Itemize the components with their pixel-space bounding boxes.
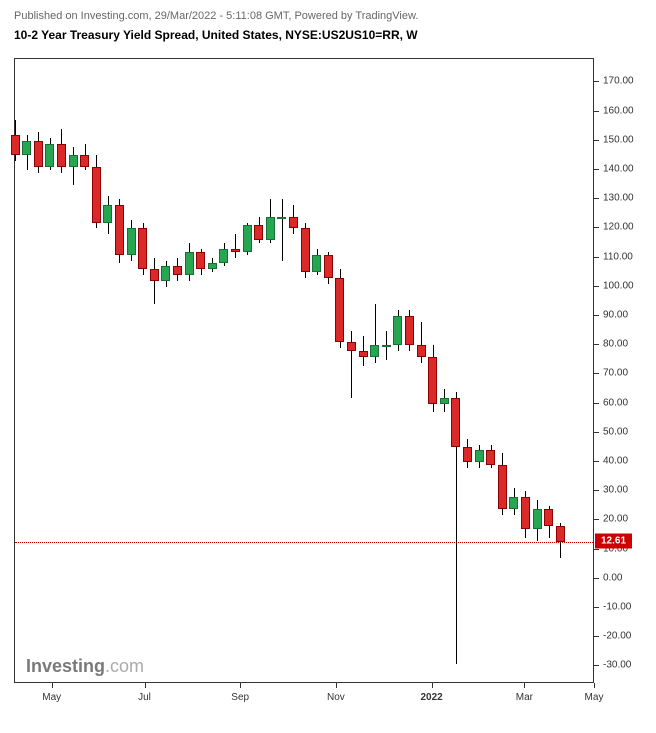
x-axis-label: 2022 xyxy=(420,692,442,703)
candle-body xyxy=(103,205,112,223)
y-axis-label: 170.00 xyxy=(603,76,634,87)
candle-body xyxy=(428,357,437,404)
y-axis-label: 80.00 xyxy=(603,339,628,350)
candle-body xyxy=(370,345,379,357)
candle-body xyxy=(324,255,333,278)
candle-body xyxy=(382,345,391,347)
candle-body xyxy=(556,526,565,542)
candle-body xyxy=(498,465,507,509)
x-axis-label: May xyxy=(585,692,604,703)
x-axis-label: Mar xyxy=(516,692,533,703)
candle-body xyxy=(301,228,310,272)
y-axis: -30.00-20.00-10.000.0010.0020.0030.0040.… xyxy=(595,58,645,683)
candle-body xyxy=(231,249,240,252)
watermark-logo: Investing.com xyxy=(26,656,144,677)
y-axis-label: 70.00 xyxy=(603,368,628,379)
candle-body xyxy=(57,144,66,167)
candle-wick xyxy=(235,234,236,257)
current-price-line xyxy=(15,542,593,543)
candle-body xyxy=(173,266,182,275)
candle-body xyxy=(486,450,495,465)
candle-body xyxy=(243,225,252,251)
candle-body xyxy=(196,252,205,270)
x-axis-label: Nov xyxy=(327,692,345,703)
y-axis-label: 110.00 xyxy=(603,251,633,262)
y-axis-label: -30.00 xyxy=(603,660,631,671)
candle-wick xyxy=(154,258,155,305)
candle-body xyxy=(359,351,368,357)
y-axis-label: 160.00 xyxy=(603,105,634,116)
candle-body xyxy=(533,509,542,529)
candle-body xyxy=(335,278,344,342)
candle-body xyxy=(115,205,124,255)
candle-body xyxy=(161,266,170,281)
candle-body xyxy=(393,316,402,345)
candle-body xyxy=(219,249,228,264)
candle-body xyxy=(475,450,484,462)
y-axis-label: 90.00 xyxy=(603,310,628,321)
y-axis-label: 30.00 xyxy=(603,485,628,496)
candle-body xyxy=(417,345,426,357)
candle-body xyxy=(405,316,414,345)
y-axis-label: -20.00 xyxy=(603,631,631,642)
publish-header: Published on Investing.com, 29/Mar/2022 … xyxy=(0,0,656,26)
candle-body xyxy=(521,497,530,529)
candlestick-chart[interactable] xyxy=(14,58,594,683)
candle-body xyxy=(347,342,356,351)
candle-body xyxy=(544,509,553,527)
y-axis-label: 50.00 xyxy=(603,426,628,437)
x-axis-label: Sep xyxy=(231,692,249,703)
y-axis-label: 150.00 xyxy=(603,134,634,145)
candle-body xyxy=(11,135,20,155)
y-axis-label: 130.00 xyxy=(603,193,634,204)
candle-body xyxy=(22,141,31,156)
x-axis-label: May xyxy=(42,692,61,703)
y-axis-label: 140.00 xyxy=(603,163,634,174)
candle-body xyxy=(127,228,136,254)
y-axis-label: 120.00 xyxy=(603,222,634,233)
candle-body xyxy=(509,497,518,509)
candle-body xyxy=(266,217,275,240)
candle-body xyxy=(138,228,147,269)
x-axis-label: Jul xyxy=(138,692,151,703)
candle-body xyxy=(277,217,286,219)
candle-body xyxy=(185,252,194,275)
candle-body xyxy=(80,155,89,167)
candle-body xyxy=(312,255,321,273)
candle-body xyxy=(440,398,449,404)
y-axis-label: -10.00 xyxy=(603,602,631,613)
candle-body xyxy=(289,217,298,229)
candle-wick xyxy=(351,331,352,398)
y-axis-label: 20.00 xyxy=(603,514,628,525)
candle-body xyxy=(45,144,54,167)
candle-body xyxy=(150,269,159,281)
candle-body xyxy=(254,225,263,240)
x-axis: MayJulSepNov2022MarMay xyxy=(14,684,594,719)
y-axis-label: 60.00 xyxy=(603,397,628,408)
y-axis-label: 40.00 xyxy=(603,456,628,467)
y-axis-label: 100.00 xyxy=(603,280,634,291)
candle-body xyxy=(92,167,101,222)
candle-body xyxy=(208,263,217,269)
candle-body xyxy=(451,398,460,448)
y-axis-label: 0.00 xyxy=(603,572,622,583)
candle-body xyxy=(463,447,472,462)
candle-wick xyxy=(282,199,283,260)
current-price-tag: 12.61 xyxy=(595,534,632,549)
chart-title: 10-2 Year Treasury Yield Spread, United … xyxy=(0,26,656,52)
candle-body xyxy=(34,141,43,167)
candle-body xyxy=(69,155,78,167)
